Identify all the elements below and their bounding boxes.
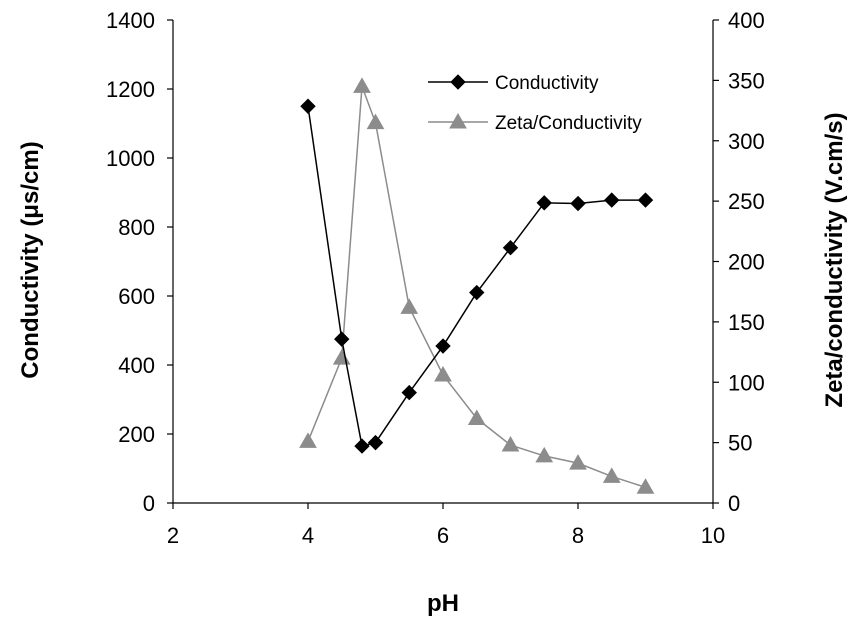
data-point-conductivity <box>604 192 620 208</box>
data-point-conductivity <box>536 195 552 211</box>
data-point-conductivity <box>401 384 417 401</box>
data-point-conductivity <box>354 438 370 454</box>
data-point-conductivity <box>469 284 485 301</box>
legend-label-conductivity: Conductivity <box>495 73 599 94</box>
data-point-zeta-conductivity <box>299 432 317 448</box>
legend-item-zeta-conductivity: Zeta/Conductivity <box>428 112 642 134</box>
series-layer <box>299 77 655 494</box>
series-conductivity <box>300 98 654 454</box>
legend-label-zeta-conductivity: Zeta/Conductivity <box>495 113 642 134</box>
x-tick-label: 2 <box>167 523 179 548</box>
data-point-zeta-conductivity <box>434 365 452 382</box>
axes <box>167 19 719 509</box>
data-point-conductivity <box>435 338 451 354</box>
legend-marker-conductivity <box>450 74 466 90</box>
y-tick-label-right: 350 <box>728 68 765 93</box>
x-axis-title: pH <box>427 590 459 617</box>
x-tick-label: 10 <box>701 523 725 548</box>
legend-marker-zeta-conductivity <box>449 112 467 129</box>
data-point-conductivity <box>637 192 654 208</box>
data-point-conductivity <box>367 434 384 451</box>
data-point-zeta-conductivity <box>535 446 554 463</box>
x-tick-label: 6 <box>437 523 449 548</box>
data-point-conductivity <box>570 195 586 212</box>
x-tick-label: 4 <box>302 523 314 548</box>
data-point-zeta-conductivity <box>366 113 385 130</box>
series-line-conductivity <box>307 106 646 447</box>
data-point-zeta-conductivity <box>400 298 419 314</box>
data-point-conductivity <box>334 331 350 347</box>
data-point-conductivity <box>300 98 316 114</box>
y-tick-label-right: 150 <box>728 310 765 335</box>
y-tick-label-left: 1400 <box>106 8 155 33</box>
data-point-zeta-conductivity <box>332 349 351 365</box>
data-point-zeta-conductivity <box>501 436 520 452</box>
y-tick-label-right: 100 <box>728 370 765 395</box>
data-point-conductivity <box>502 239 519 256</box>
y-tick-label-right: 400 <box>728 8 765 33</box>
y-tick-label-right: 300 <box>728 129 765 154</box>
data-point-zeta-conductivity <box>467 409 486 425</box>
data-point-zeta-conductivity <box>353 77 371 93</box>
data-point-zeta-conductivity <box>569 454 587 470</box>
legend-item-conductivity: Conductivity <box>428 73 599 94</box>
data-point-zeta-conductivity <box>602 467 621 483</box>
y-tick-label-left: 1000 <box>106 146 155 171</box>
y-tick-label-left: 400 <box>118 353 155 378</box>
y-tick-label-right: 50 <box>728 431 752 456</box>
y-tick-label-right: 0 <box>728 491 740 516</box>
x-tick-label: 8 <box>572 523 584 548</box>
data-point-zeta-conductivity <box>636 478 655 494</box>
y-tick-label-right: 250 <box>728 189 765 214</box>
y-axis-title-right: Zeta/conductivity (V.cm/s) <box>821 112 848 407</box>
tick-labels: 2 4 6 8 100200400600800100012001400050100150… <box>106 8 765 548</box>
y-tick-label-right: 200 <box>728 250 765 275</box>
y-axis-title-left: Conductivity (μs/cm) <box>17 141 44 378</box>
legend: Conductivity Zeta/Conductivity <box>428 73 642 134</box>
y-tick-label-left: 800 <box>118 215 155 240</box>
y-tick-label-left: 200 <box>118 422 155 447</box>
y-tick-label-left: 600 <box>118 284 155 309</box>
y-tick-label-left: 0 <box>143 491 155 516</box>
y-tick-label-left: 1200 <box>106 77 155 102</box>
